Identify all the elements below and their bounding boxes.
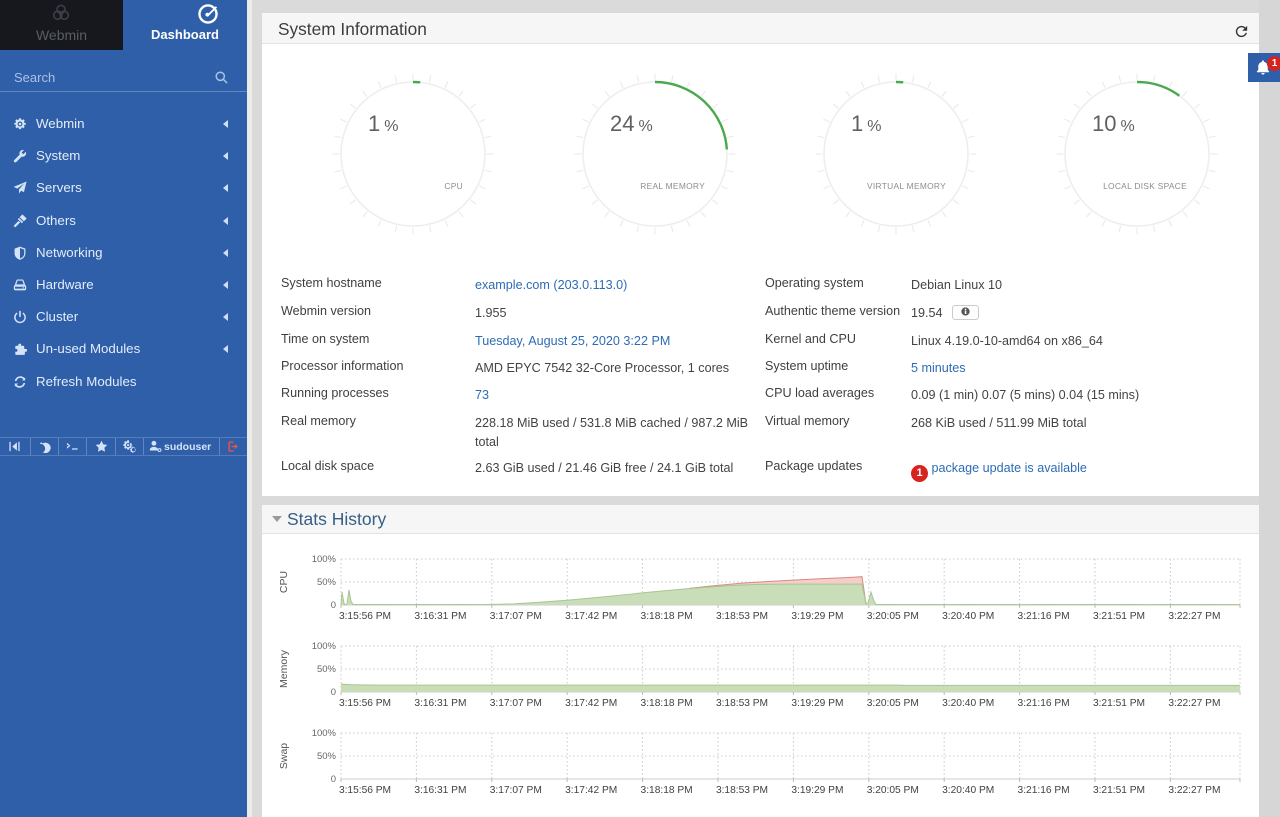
svg-text:3:19:29 PM: 3:19:29 PM bbox=[791, 611, 843, 622]
svg-text:3:20:40 PM: 3:20:40 PM bbox=[942, 698, 994, 709]
svg-text:3:20:40 PM: 3:20:40 PM bbox=[942, 785, 994, 796]
svg-text:3:21:51 PM: 3:21:51 PM bbox=[1093, 698, 1145, 709]
svg-text:3:22:27 PM: 3:22:27 PM bbox=[1168, 785, 1220, 796]
svg-text:3:15:56 PM: 3:15:56 PM bbox=[339, 785, 391, 796]
svg-text:100%: 100% bbox=[312, 641, 337, 652]
svg-text:3:22:27 PM: 3:22:27 PM bbox=[1168, 698, 1220, 709]
svg-text:100%: 100% bbox=[312, 554, 337, 565]
svg-text:10%: 10% bbox=[1092, 111, 1135, 136]
svg-text:3:18:53 PM: 3:18:53 PM bbox=[716, 698, 768, 709]
svg-text:REAL MEMORY: REAL MEMORY bbox=[640, 181, 705, 191]
svg-text:3:17:07 PM: 3:17:07 PM bbox=[490, 698, 542, 709]
svg-text:3:21:16 PM: 3:21:16 PM bbox=[1018, 785, 1070, 796]
svg-text:1%: 1% bbox=[851, 111, 881, 136]
svg-text:VIRTUAL MEMORY: VIRTUAL MEMORY bbox=[867, 181, 946, 191]
svg-text:50%: 50% bbox=[317, 577, 337, 588]
svg-text:3:18:18 PM: 3:18:18 PM bbox=[641, 611, 693, 622]
svg-text:LOCAL DISK SPACE: LOCAL DISK SPACE bbox=[1103, 181, 1187, 191]
svg-text:3:17:07 PM: 3:17:07 PM bbox=[490, 611, 542, 622]
svg-text:3:21:16 PM: 3:21:16 PM bbox=[1018, 698, 1070, 709]
svg-text:Memory: Memory bbox=[278, 649, 290, 688]
svg-text:3:20:05 PM: 3:20:05 PM bbox=[867, 785, 919, 796]
svg-text:24%: 24% bbox=[610, 111, 653, 136]
svg-text:100%: 100% bbox=[312, 728, 337, 739]
svg-text:Swap: Swap bbox=[278, 743, 290, 769]
svg-text:3:20:40 PM: 3:20:40 PM bbox=[942, 611, 994, 622]
svg-text:3:15:56 PM: 3:15:56 PM bbox=[339, 698, 391, 709]
svg-text:3:18:18 PM: 3:18:18 PM bbox=[641, 785, 693, 796]
svg-text:3:21:51 PM: 3:21:51 PM bbox=[1093, 785, 1145, 796]
svg-text:3:16:31 PM: 3:16:31 PM bbox=[414, 611, 466, 622]
svg-text:3:18:18 PM: 3:18:18 PM bbox=[641, 698, 693, 709]
svg-text:3:15:56 PM: 3:15:56 PM bbox=[339, 611, 391, 622]
svg-text:3:16:31 PM: 3:16:31 PM bbox=[414, 698, 466, 709]
svg-text:3:20:05 PM: 3:20:05 PM bbox=[867, 611, 919, 622]
svg-text:3:18:53 PM: 3:18:53 PM bbox=[716, 611, 768, 622]
svg-text:3:17:42 PM: 3:17:42 PM bbox=[565, 698, 617, 709]
svg-text:0: 0 bbox=[331, 687, 336, 698]
svg-text:3:21:16 PM: 3:21:16 PM bbox=[1018, 611, 1070, 622]
svg-text:3:20:05 PM: 3:20:05 PM bbox=[867, 698, 919, 709]
svg-text:CPU: CPU bbox=[444, 181, 463, 191]
svg-text:CPU: CPU bbox=[278, 571, 290, 593]
svg-text:50%: 50% bbox=[317, 664, 337, 675]
svg-text:3:19:29 PM: 3:19:29 PM bbox=[791, 698, 843, 709]
svg-text:3:21:51 PM: 3:21:51 PM bbox=[1093, 611, 1145, 622]
svg-text:3:18:53 PM: 3:18:53 PM bbox=[716, 785, 768, 796]
svg-text:3:16:31 PM: 3:16:31 PM bbox=[414, 785, 466, 796]
svg-text:50%: 50% bbox=[317, 751, 337, 762]
svg-text:3:17:42 PM: 3:17:42 PM bbox=[565, 785, 617, 796]
svg-text:3:19:29 PM: 3:19:29 PM bbox=[791, 785, 843, 796]
svg-text:1%: 1% bbox=[368, 111, 398, 136]
svg-text:0: 0 bbox=[331, 774, 336, 785]
svg-text:3:17:42 PM: 3:17:42 PM bbox=[565, 611, 617, 622]
svg-text:0: 0 bbox=[331, 600, 336, 611]
svg-text:3:22:27 PM: 3:22:27 PM bbox=[1168, 611, 1220, 622]
svg-text:3:17:07 PM: 3:17:07 PM bbox=[490, 785, 542, 796]
